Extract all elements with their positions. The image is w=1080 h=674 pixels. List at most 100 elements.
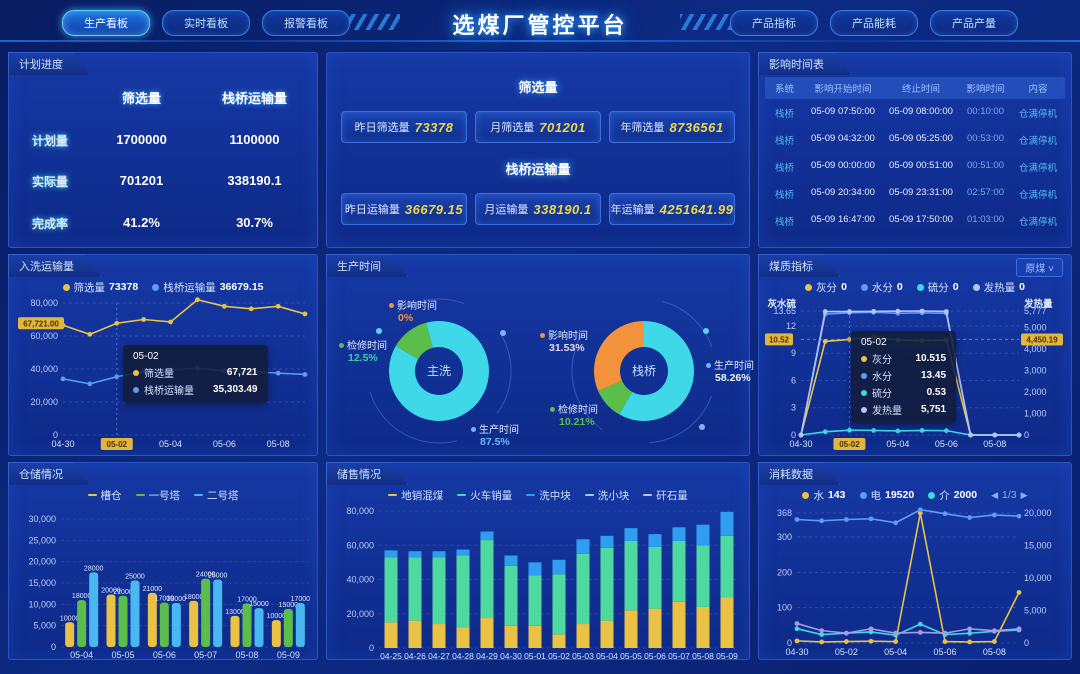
legend-item[interactable]: 矸石量	[643, 488, 688, 503]
legend-label: 洗中块	[539, 489, 571, 502]
page-title: 选煤厂管控平台	[452, 13, 628, 38]
legend-item[interactable]: 灰分 0	[805, 280, 847, 295]
legend-item[interactable]: 一号塔	[135, 488, 181, 503]
svg-text:灰水硫: 灰水硫	[767, 298, 796, 310]
stats-section-title: 栈桥运输量	[505, 161, 571, 177]
svg-text:28000: 28000	[84, 565, 104, 572]
svg-text:04-26: 04-26	[404, 651, 426, 661]
impact-cell: 02:57:00	[967, 186, 1004, 198]
svg-text:200: 200	[777, 567, 792, 577]
impact-cell: 仓满停机	[1018, 108, 1057, 120]
coal-type-dropdown[interactable]: 原煤 ˅	[1016, 258, 1063, 277]
legend-label: 水分	[871, 281, 893, 294]
impact-cell: 栈桥	[774, 216, 794, 228]
tab-product-index[interactable]: 产品指标	[730, 10, 818, 36]
legend-item[interactable]: 发热量 0	[972, 280, 1025, 295]
legend-marker	[802, 491, 810, 499]
legend-item[interactable]: 水 143	[802, 488, 846, 503]
legend-label: 灰分	[816, 281, 838, 294]
impact-cell: 栈桥	[774, 162, 794, 174]
svg-text:05-01: 05-01	[524, 651, 546, 661]
tab-product-energy[interactable]: 产品能耗	[830, 10, 918, 36]
svg-text:15000: 15000	[249, 601, 269, 608]
svg-text:05-04: 05-04	[596, 651, 618, 661]
impact-cell: 05-09 23:31:00	[889, 186, 953, 198]
svg-text:13.65: 13.65	[773, 306, 796, 316]
legend-item[interactable]: 水分 0	[860, 280, 903, 295]
chart-legend: 水 143 电 19520 介 2000 ◀ 1/3 ▶	[765, 487, 1065, 503]
legend-item[interactable]: 硫分 0	[916, 280, 959, 295]
svg-text:05-02: 05-02	[839, 440, 860, 449]
svg-text:80,000: 80,000	[30, 298, 58, 308]
svg-text:60,000: 60,000	[346, 540, 374, 550]
legend-item[interactable]: 火车销量	[457, 488, 512, 503]
legend-item[interactable]: 洗中块	[526, 488, 571, 503]
donut-chart: 主洗	[366, 298, 512, 444]
donut-label: 检修时间 12.5%	[339, 337, 387, 364]
svg-text:5,000: 5,000	[33, 621, 56, 631]
panel-title-plan-progress: 计划进度	[8, 52, 90, 75]
svg-text:05-03: 05-03	[572, 651, 594, 661]
impact-cell: 05-09 05:25:00	[889, 132, 953, 144]
svg-text:10000: 10000	[60, 615, 80, 622]
svg-text:0: 0	[51, 642, 56, 652]
tooltip-row: 筛选量 67,721	[133, 365, 258, 380]
legend-label: 二号塔	[207, 489, 239, 502]
stat-label: 昨日筛选量	[354, 122, 410, 135]
svg-text:05-02: 05-02	[107, 440, 128, 449]
washing-transport-chart-area: 筛选量 73378 栈桥运输量 36679.15 80,000 60,000 40,000 2…	[15, 279, 311, 451]
impact-cell: 00:10:00	[967, 105, 1004, 117]
donut-label: 检修时间 10.21%	[550, 401, 598, 428]
consumption-chart: 368300200100020,00015,00010,0005,000004-…	[777, 507, 1052, 657]
tab-realtime-board[interactable]: 实时看板	[162, 10, 250, 36]
panel-title-washing-transport: 入洗运输量	[8, 254, 101, 277]
impact-cell: 01:03:00	[967, 213, 1004, 225]
impact-cell: 栈桥	[774, 108, 794, 120]
legend-label: 介	[939, 489, 950, 502]
impact-table-header: 系统 影响开始时间 终止时间 影响时间 内容	[765, 77, 1065, 99]
svg-text:05-07: 05-07	[194, 650, 217, 660]
svg-text:5,000: 5,000	[1024, 323, 1047, 333]
panel-title-storage: 仓储情况	[8, 462, 90, 485]
impact-cell: 05-09 16:47:00	[811, 213, 875, 225]
svg-text:05-06: 05-06	[213, 439, 236, 449]
stat-value: 36679.15	[404, 201, 464, 217]
impact-col-header: 影响开始时间	[814, 84, 872, 95]
panel-title-production-time: 生产时间	[326, 254, 408, 277]
svg-text:0: 0	[1024, 638, 1029, 648]
donut-bridge: 栈桥 影响时间 31.53% 检修时间 10.21% 生产时间 58.26%	[538, 279, 754, 451]
svg-text:10,000: 10,000	[1024, 573, 1052, 583]
legend-marker	[643, 494, 653, 496]
plan-row-label: 完成率	[31, 216, 68, 231]
legend-item[interactable]: 电 19520	[859, 488, 914, 503]
chart-tooltip: 05-02 筛选量 67,721 栈桥运输量 35,303.49	[123, 345, 268, 403]
plan-value: 30.7%	[236, 214, 273, 230]
legend-label: 火车销量	[470, 489, 513, 502]
legend-item[interactable]: 二号塔	[194, 488, 239, 503]
legend-label: 地销混煤	[401, 489, 444, 502]
svg-text:05-02: 05-02	[548, 651, 570, 661]
legend-item[interactable]: 栈桥运输量 36679.15	[152, 280, 264, 295]
stat-value: 4251641.99	[659, 201, 734, 217]
legend-item[interactable]: 介 2000	[928, 488, 977, 503]
stat-label: 月运输量	[484, 204, 529, 217]
tab-alarm-board[interactable]: 报警看板	[262, 10, 350, 36]
legend-marker	[526, 494, 536, 496]
legend-item[interactable]: 地销混煤	[388, 488, 443, 503]
svg-text:15,000: 15,000	[28, 578, 56, 588]
legend-item[interactable]: 筛选量 73378	[62, 280, 138, 295]
legend-marker	[457, 494, 467, 496]
svg-text:05-09: 05-09	[716, 651, 738, 661]
tab-product-output[interactable]: 产品产量	[930, 10, 1018, 36]
legend-marker	[135, 494, 145, 496]
legend-item[interactable]: 槽仓	[87, 488, 122, 503]
tab-production-board[interactable]: 生产看板	[62, 10, 150, 36]
legend-marker	[928, 491, 936, 499]
legend-item[interactable]: 洗小块	[584, 488, 629, 503]
sales-chart-area: 地销混煤 火车销量 洗中块 洗小块 矸石量 80,000 60,000 40,000 20,00…	[333, 487, 743, 661]
legend-label: 一号塔	[148, 489, 181, 502]
pager-prev-icon[interactable]: ◀	[991, 489, 998, 500]
impact-table-row: 栈桥 05-09 16:47:00 05-09 17:50:00 01:03:00 仓满…	[765, 207, 1065, 234]
svg-text:05-04: 05-04	[159, 439, 182, 449]
pager-next-icon[interactable]: ▶	[1020, 489, 1028, 500]
